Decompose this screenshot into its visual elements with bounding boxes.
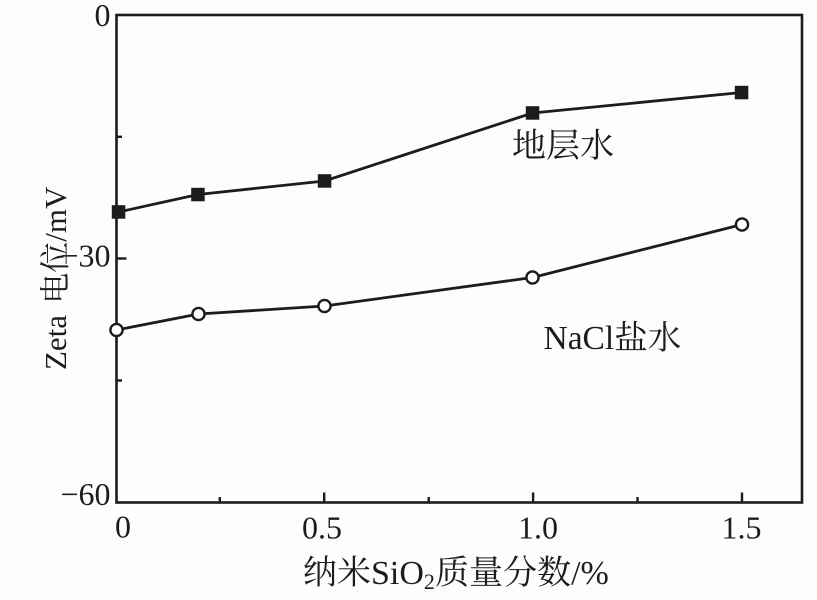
svg-text:0.5: 0.5 [302, 510, 342, 546]
svg-text:0: 0 [115, 509, 131, 545]
svg-text:/mV: /mV [38, 186, 73, 242]
svg-text:SiO: SiO [371, 555, 424, 592]
svg-text:NaCl: NaCl [544, 320, 615, 357]
svg-text:Zeta: Zeta [38, 315, 73, 370]
svg-text:1.0: 1.0 [518, 510, 558, 546]
svg-text:1.5: 1.5 [722, 510, 762, 546]
svg-text:/%: /% [571, 555, 609, 592]
svg-text:0: 0 [95, 0, 111, 33]
svg-text:−30: −30 [60, 238, 110, 274]
svg-text:2: 2 [424, 569, 435, 594]
svg-text:−60: −60 [60, 476, 110, 512]
